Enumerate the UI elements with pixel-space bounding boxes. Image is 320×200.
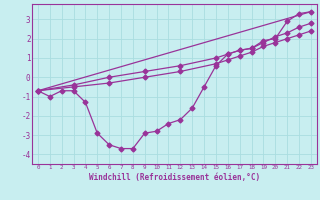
X-axis label: Windchill (Refroidissement éolien,°C): Windchill (Refroidissement éolien,°C) xyxy=(89,173,260,182)
